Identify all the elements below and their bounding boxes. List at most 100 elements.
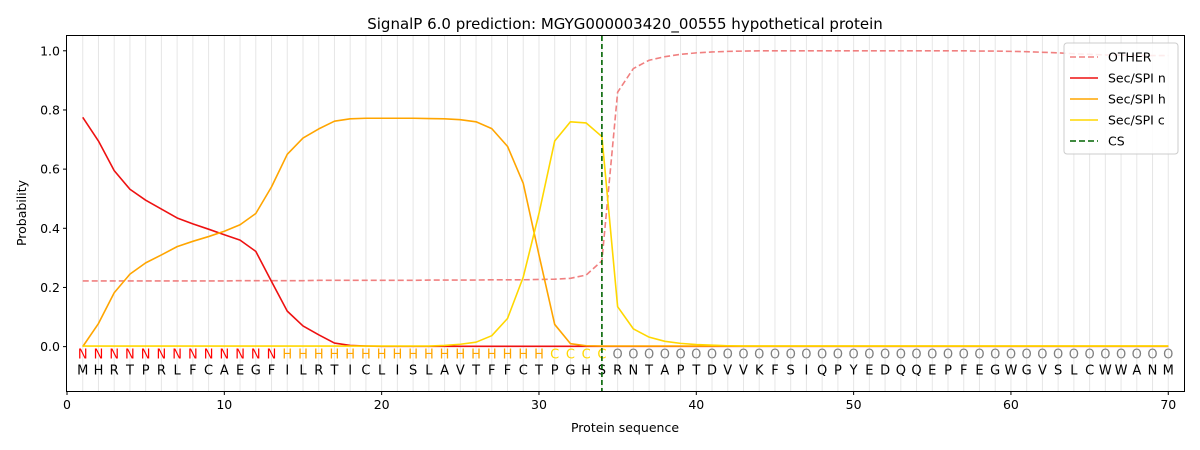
residue-letter: G [565,364,575,379]
residue-letter: L [378,364,386,379]
residue-letter: V [456,364,465,379]
residue-letter: F [504,364,511,379]
residue-letter: G [251,364,261,379]
x-tick-label: 0 [63,397,71,412]
region-label: N [94,347,104,362]
residue-letter: L [1070,364,1078,379]
residue-letter: F [771,364,778,379]
series-line-sec-spi-h [82,117,1169,348]
region-label: H [282,347,292,362]
region-label: O [1006,347,1016,362]
residue-letter: L [299,364,307,379]
region-label: H [534,347,544,362]
residue-letter: S [1054,364,1062,379]
residue-letter: R [110,364,119,379]
x-tick-label: 30 [531,397,547,412]
residue-letter: F [268,364,275,379]
legend-label: OTHER [1108,50,1152,65]
region-label: H [440,347,450,362]
region-label: O [1132,347,1142,362]
region-label: N [172,347,182,362]
region-label: N [219,347,229,362]
region-label: O [707,347,717,362]
residue-letter: V [1038,364,1047,379]
residue-letter: V [723,364,732,379]
region-label: O [1037,347,1047,362]
y-tick-label: 0.4 [40,221,60,236]
x-tick-label: 70 [1160,397,1176,412]
residue-letter: T [691,364,700,379]
residue-letter: M [77,364,88,379]
residue-letter: A [1132,364,1141,379]
residue-letter: I [285,364,289,379]
region-label: H [471,347,481,362]
y-tick-label: 0.2 [40,280,60,295]
residue-letter: D [880,364,890,379]
region-label: H [503,347,513,362]
residue-letter: S [598,364,606,379]
residue-letter: E [236,364,244,379]
residue-letter: C [361,364,370,379]
residue-letter: Q [817,364,827,379]
x-axis-label: Protein sequence [571,420,679,435]
residue-letter: A [440,364,449,379]
y-tick-label: 0.0 [40,339,60,354]
plot-frame [66,35,1185,392]
region-label: H [314,347,324,362]
residue-letter: P [944,364,952,379]
region-label: H [408,347,418,362]
region-label: O [628,347,638,362]
legend-label: CS [1108,134,1125,149]
region-label: O [801,347,811,362]
y-tick-label: 0.8 [40,102,60,117]
region-label: O [786,347,796,362]
residue-letter: I [805,364,809,379]
region-label: H [330,347,340,362]
residue-letter: P [677,364,685,379]
chart-title: SignalP 6.0 prediction: MGYG000003420_00… [367,15,883,34]
residue-letter: C [519,364,528,379]
region-label: H [518,347,528,362]
region-label: O [1022,347,1032,362]
region-label: O [943,347,953,362]
legend-label: Sec/SPI n [1108,71,1166,86]
residue-letter: W [1115,364,1128,379]
region-label: N [235,347,245,362]
residue-letter: F [488,364,495,379]
region-label: O [738,347,748,362]
region-label: O [1053,347,1063,362]
residue-letter: P [142,364,150,379]
region-label: H [298,347,308,362]
x-tick-label: 20 [374,397,390,412]
region-label: O [864,347,874,362]
region-label: N [109,347,119,362]
series-line-sec-spi-n [82,116,1169,348]
residue-letter: A [220,364,229,379]
region-label: O [911,347,921,362]
residue-letter: Q [911,364,921,379]
region-label: C [566,347,575,362]
x-tick-label: 10 [216,397,232,412]
residue-letter: W [1099,364,1112,379]
legend: OTHER Sec/SPI n Sec/SPI h Sec/SPI c CS [1063,42,1179,155]
region-label: O [833,347,843,362]
region-label: O [1116,347,1126,362]
residue-letter: Q [896,364,906,379]
region-label: O [1163,347,1173,362]
residue-letter: R [157,364,166,379]
region-label: O [1069,347,1079,362]
region-label: C [597,347,606,362]
region-label: O [1100,347,1110,362]
region-label: O [644,347,654,362]
region-label: O [1147,347,1157,362]
residue-letter: N [628,364,638,379]
residue-letter: A [660,364,669,379]
series-line-sec-spi-c [82,120,1169,347]
residue-letter: P [834,364,842,379]
region-label: O [770,347,780,362]
residue-letter: S [787,364,795,379]
x-tick-label: 50 [846,397,862,412]
residue-letter: L [425,364,433,379]
residue-letter: T [125,364,134,379]
